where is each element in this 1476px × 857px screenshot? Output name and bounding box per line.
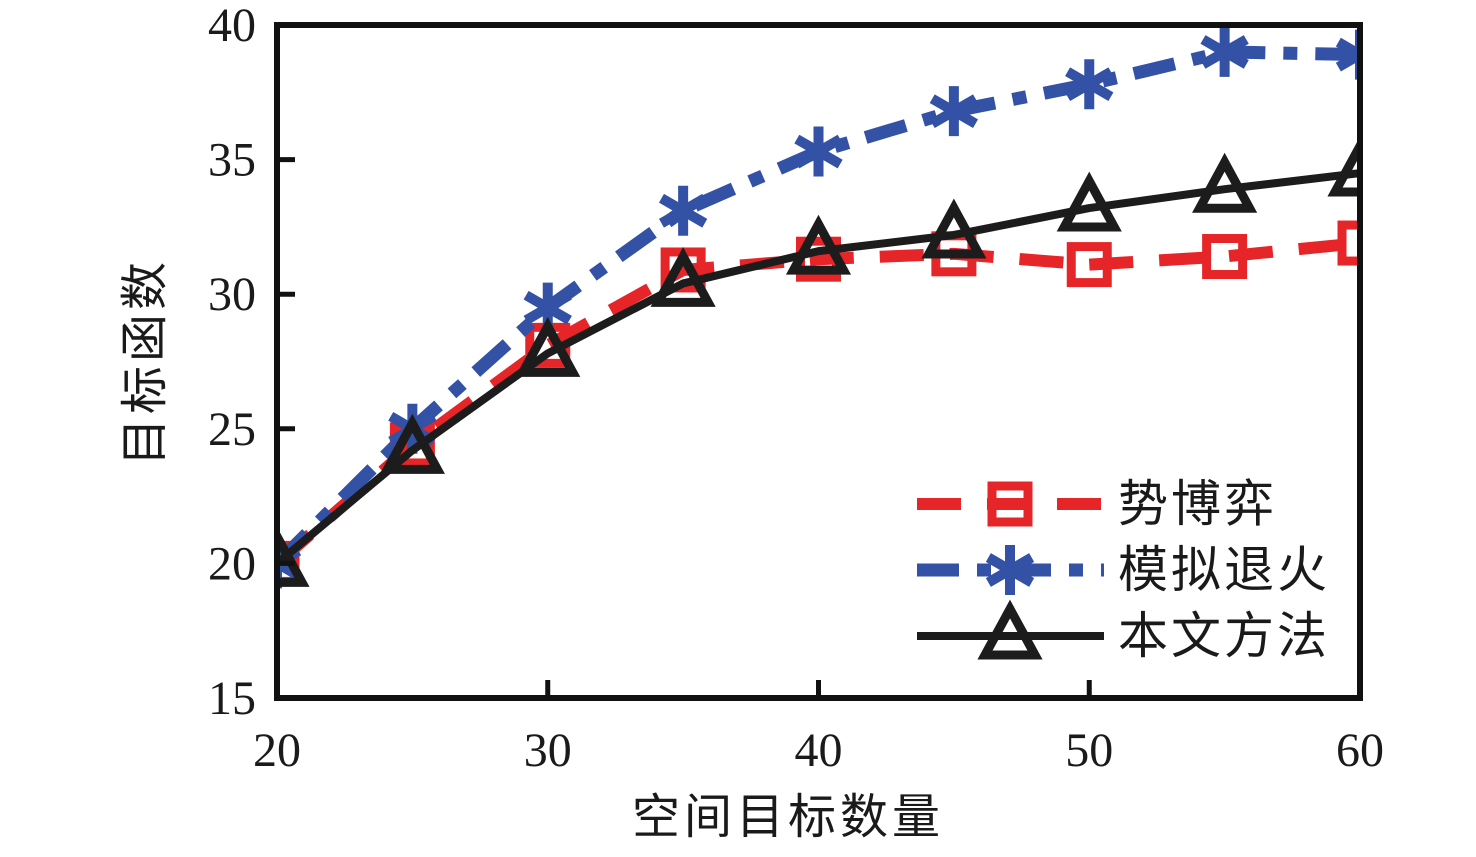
y-tick-label: 25 [208,403,256,456]
x-tick-label: 20 [253,724,301,777]
legend-marker-simulated-annealing [985,545,1035,595]
y-tick-label: 15 [208,672,256,725]
marker-proposed-method [921,198,987,259]
marker-proposed-method [785,214,852,275]
legend-item-simulated-annealing: 模拟退火 [917,542,1330,598]
marker-proposed-method [1327,136,1360,197]
marker-simulated-annealing [1335,29,1360,80]
legend-item-potential-game: 势博弈 [917,476,1277,532]
legend-label: 势博弈 [1118,476,1277,532]
marker-simulated-annealing [1065,59,1114,110]
legend-marker-proposed-method [977,599,1043,660]
x-tick-label: 50 [1065,724,1113,777]
x-tick-label: 60 [1336,724,1384,777]
marker-simulated-annealing [929,86,979,137]
marker-proposed-method [515,317,581,377]
x-axis-label: 空间目标数量 [631,791,945,844]
marker-simulated-annealing [1200,26,1249,77]
y-tick-label: 35 [208,134,256,187]
marker-simulated-annealing [794,126,843,177]
plot-area [277,26,1360,589]
marker-proposed-method [1192,152,1258,213]
series-line-simulated-annealing [277,45,1360,569]
series-line-potential-game [277,237,1360,568]
legend-label: 模拟退火 [1118,542,1330,598]
marker-proposed-method [277,526,310,587]
marker-potential-game [1337,220,1360,266]
marker-potential-game [1202,234,1248,280]
marker-proposed-method [650,247,716,307]
marker-proposed-method [379,413,445,474]
y-tick-label: 30 [208,268,256,321]
legend-marker-potential-game [987,481,1033,527]
series-line-proposed-method [277,169,1360,567]
legend-label: 本文方法 [1118,608,1330,664]
y-tick-label: 40 [208,0,256,52]
x-tick-label: 30 [524,724,572,777]
y-axis-label: 目标函数 [119,257,172,467]
x-tick-label: 40 [795,724,843,777]
y-tick-label: 20 [208,537,256,590]
marker-potential-game [1066,242,1112,288]
marker-simulated-annealing [658,185,708,236]
marker-proposed-method [1056,171,1122,232]
legend-item-proposed-method: 本文方法 [917,599,1330,664]
series-proposed-method [277,136,1360,587]
